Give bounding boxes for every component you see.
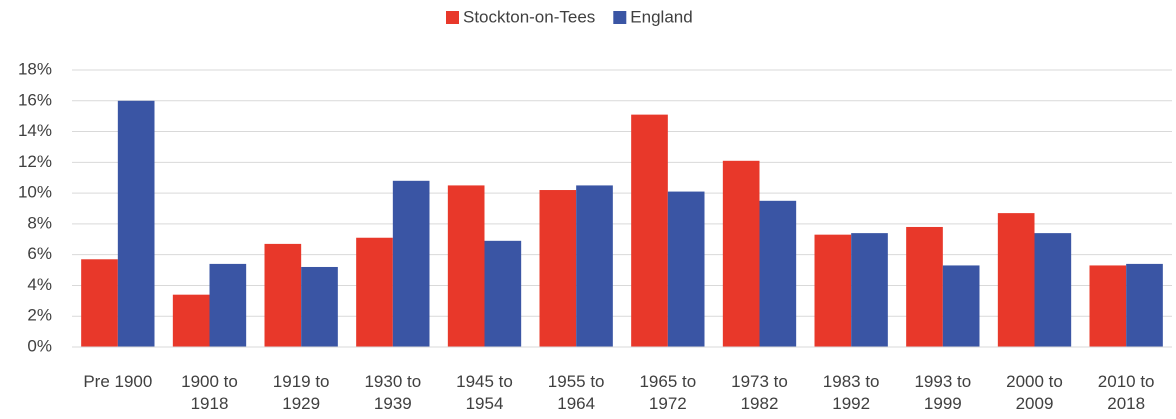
x-tick-label: 1945 to 1954	[456, 372, 513, 413]
legend-swatch	[446, 11, 459, 24]
x-tick-label: 1930 to 1939	[364, 372, 422, 413]
bar	[356, 237, 393, 347]
y-tick-label: 12%	[18, 152, 52, 171]
legend-label: Stockton-on-Tees	[463, 7, 595, 26]
bar	[81, 259, 118, 347]
bar	[631, 114, 668, 347]
bar	[814, 234, 852, 347]
bar	[1089, 265, 1127, 347]
x-tick-label: 1900 to 1918	[181, 372, 238, 413]
bar	[117, 100, 155, 348]
y-tick-label: 18%	[18, 59, 52, 78]
bar	[484, 240, 522, 347]
legend-swatch	[613, 11, 627, 24]
bar	[942, 265, 980, 347]
x-tick-label: 1919 to 1929	[272, 372, 330, 413]
x-tick-label: 1983 to 1992	[822, 372, 880, 413]
bar	[1126, 263, 1163, 347]
y-tick-label: 4%	[27, 275, 52, 294]
x-tick-label: 1993 to 1999	[914, 372, 972, 413]
bar	[539, 190, 577, 347]
bar	[851, 233, 888, 347]
x-tick-label: 1965 to 1972	[639, 372, 697, 413]
x-tick-label: Pre 1900	[83, 372, 153, 391]
y-tick-label: 16%	[18, 90, 52, 109]
bar	[759, 200, 797, 347]
x-tick-label: 2000 to 2009	[1006, 372, 1063, 413]
x-tick-label: 1955 to 1964	[547, 372, 605, 413]
y-tick-label: 10%	[18, 183, 52, 202]
bar	[301, 266, 338, 347]
y-tick-label: 0%	[27, 336, 52, 355]
x-tick-label: 2010 to 2018	[1097, 372, 1155, 413]
y-tick-label: 8%	[27, 213, 52, 232]
legend-label: England	[630, 7, 692, 26]
bar	[667, 191, 705, 347]
bar	[172, 294, 210, 347]
y-tick-label: 6%	[27, 244, 52, 263]
bar	[264, 243, 302, 347]
x-tick-label: 1973 to 1982	[731, 372, 788, 413]
bar	[447, 185, 485, 347]
bar	[576, 185, 613, 347]
bar	[722, 160, 760, 347]
y-tick-label: 14%	[18, 121, 52, 140]
bar	[997, 213, 1035, 347]
bar	[1034, 233, 1072, 347]
y-tick-label: 2%	[27, 306, 52, 325]
bar	[209, 263, 247, 347]
bar	[906, 226, 943, 347]
bar	[392, 180, 430, 347]
